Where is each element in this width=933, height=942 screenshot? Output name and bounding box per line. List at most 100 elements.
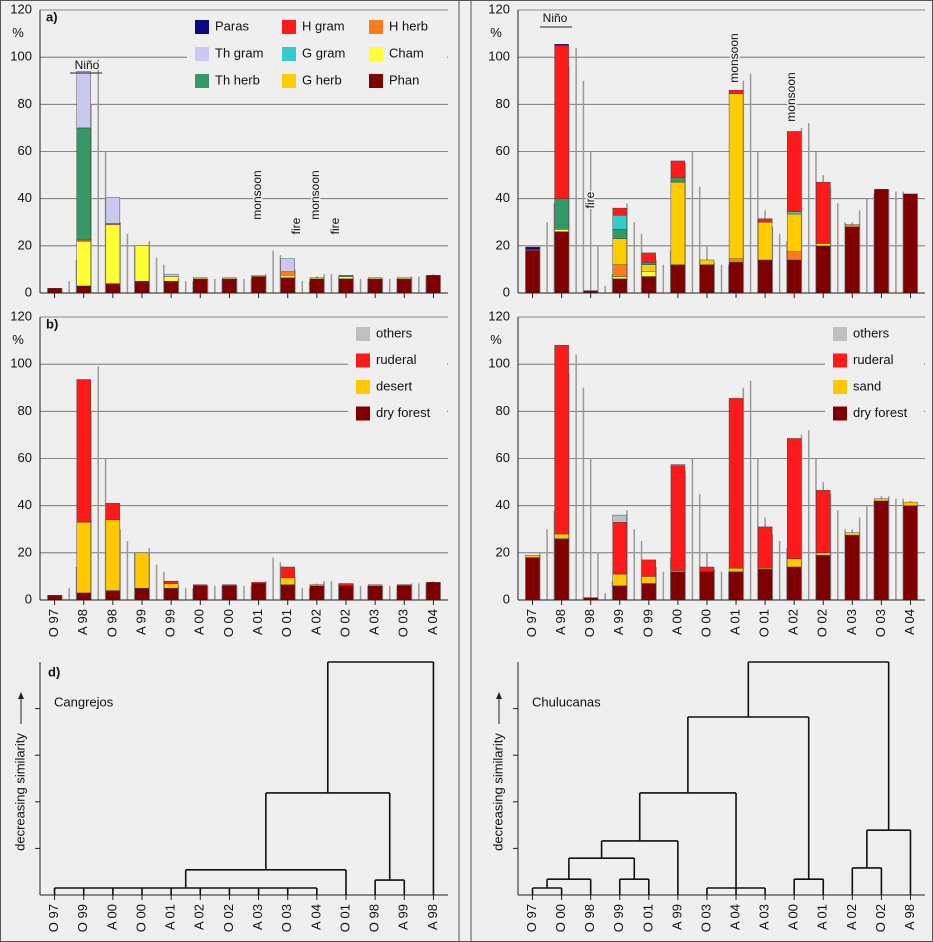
bar-segment	[554, 45, 569, 199]
bar-segment	[612, 276, 627, 280]
leaf-label: O 98	[582, 904, 597, 932]
y-axis-label: %	[490, 25, 502, 40]
x-tick-label: A 03	[367, 609, 382, 635]
leaf-label: O 99	[611, 904, 626, 932]
bar-segment	[76, 592, 91, 601]
x-tick-label: A 01	[250, 609, 265, 635]
leaf-label: A 01	[815, 904, 830, 930]
leaf-label: A 00	[104, 904, 119, 930]
y-tick-label: 80	[18, 403, 32, 418]
y-axis-arrowhead	[496, 692, 502, 699]
x-tick-label: A 98	[553, 609, 568, 635]
annotation: fire	[328, 217, 342, 234]
x-tick-label: O 97	[46, 609, 61, 637]
y-axis-label: %	[490, 332, 502, 347]
legend-swatch	[356, 327, 370, 341]
y-axis-label: decreasing similarity	[490, 733, 505, 851]
bar-segment	[134, 245, 150, 282]
bar-segment	[76, 127, 91, 241]
x-tick-label: O 01	[757, 609, 772, 637]
bar-segment	[699, 259, 715, 265]
bar-segment	[76, 285, 91, 294]
y-tick-label: 60	[496, 450, 510, 465]
bar-segment	[525, 246, 540, 250]
legend-swatch	[833, 406, 847, 421]
bar-segment	[426, 582, 441, 601]
bar-segment	[309, 585, 325, 601]
legend-label: Cham	[389, 45, 424, 60]
y-axis-label: decreasing similarity	[12, 733, 27, 851]
y-tick-label: 120	[488, 308, 510, 323]
legend-swatch	[195, 20, 209, 34]
leaf-label: A 00	[786, 904, 801, 930]
bar-segment	[134, 552, 150, 589]
bar-segment	[816, 554, 831, 601]
bar-segment	[397, 584, 412, 587]
leaf-label: A 99	[396, 904, 411, 930]
bar-segment	[309, 278, 325, 294]
x-tick-label: O 00	[698, 609, 713, 637]
bar-segment	[251, 276, 266, 294]
bar-segment	[251, 582, 266, 584]
bar-segment	[670, 465, 686, 571]
bar-segment	[699, 566, 715, 572]
bar-segment	[397, 585, 412, 601]
bar-segment	[193, 278, 208, 294]
legend-background	[187, 15, 447, 99]
legend-label: sand	[853, 378, 881, 393]
x-tick-label: O 01	[279, 609, 294, 637]
leaf-label: A 04	[727, 904, 742, 930]
bar-segment	[309, 277, 325, 280]
bar-segment	[757, 218, 773, 223]
bar-segment	[338, 276, 354, 280]
y-tick-label: 0	[25, 591, 32, 606]
bar-segment	[280, 584, 295, 601]
bar-segment	[816, 181, 831, 244]
bar-segment	[641, 276, 657, 294]
x-tick-label: A 99	[133, 609, 148, 635]
y-tick-label: 80	[18, 96, 32, 111]
x-tick-label: O 98	[582, 609, 597, 637]
bar-segment	[699, 264, 715, 294]
legend-swatch	[282, 74, 296, 88]
y-tick-label: 60	[496, 143, 510, 158]
bar-segment	[845, 534, 860, 601]
annotation: Niño	[75, 58, 100, 72]
bar-segment	[251, 583, 266, 601]
bar-segment	[670, 160, 686, 178]
bar-segment	[786, 131, 802, 212]
y-tick-label: 60	[18, 143, 32, 158]
bar-segment	[641, 264, 657, 272]
legend-swatch	[282, 47, 296, 61]
bar-segment	[641, 559, 657, 577]
leaf-label: O 01	[640, 904, 655, 932]
y-tick-label: 60	[18, 450, 32, 465]
bar-segment	[554, 345, 569, 535]
bar-segment	[397, 277, 412, 280]
bar-segment	[786, 566, 802, 601]
y-axis-label: %	[12, 332, 24, 347]
bar-segment	[222, 278, 237, 294]
legend-label: Th herb	[215, 72, 260, 87]
x-tick-label: A 98	[75, 609, 90, 635]
leaf-label: A 03	[250, 904, 265, 930]
bar-segment	[134, 588, 150, 601]
bar-segment	[367, 585, 383, 601]
bar-segment	[426, 275, 441, 294]
legend-label: others	[376, 325, 413, 340]
y-tick-label: 0	[503, 284, 510, 299]
y-tick-label: 20	[18, 237, 32, 252]
bar-segment	[728, 93, 744, 260]
bar-segment	[874, 500, 889, 601]
legend-swatch	[833, 380, 847, 394]
bar-segment	[903, 505, 918, 601]
bar-segment	[757, 259, 773, 294]
bar-segment	[786, 251, 802, 261]
bar-segment	[728, 398, 744, 569]
y-tick-label: 20	[496, 237, 510, 252]
bar-segment	[554, 231, 569, 294]
bar-segment	[193, 585, 208, 601]
y-tick-label: 40	[18, 497, 32, 512]
